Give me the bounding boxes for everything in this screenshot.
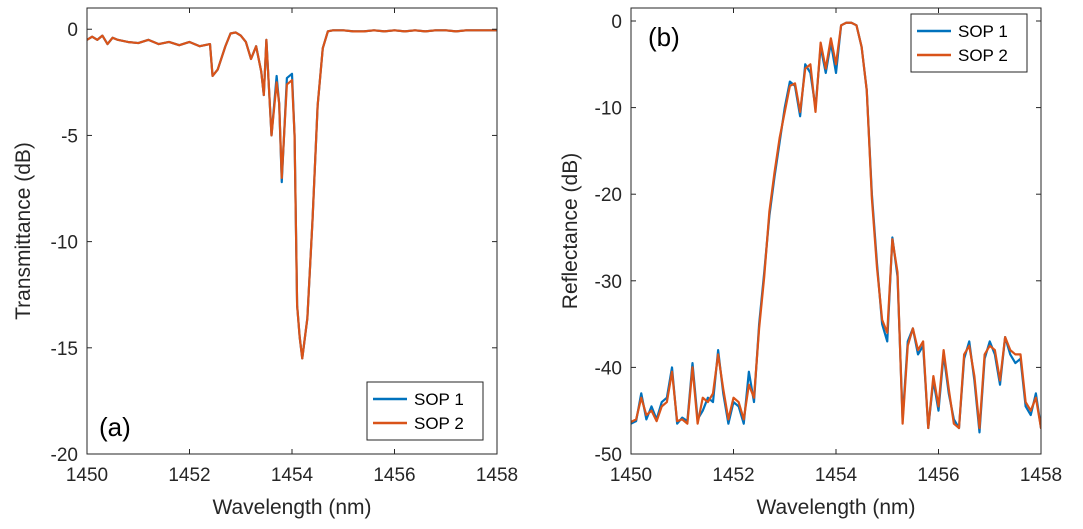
- y-tick-label: -15: [51, 339, 78, 360]
- x-axis-label: Wavelength (nm): [212, 496, 371, 519]
- y-tick-label: -30: [595, 272, 622, 293]
- y-axis-label: Transmittance (dB): [12, 142, 35, 320]
- x-tick-label: 1450: [610, 465, 652, 486]
- legend-entry: SOP 2: [414, 414, 464, 433]
- y-tick-label: -10: [595, 99, 622, 120]
- chart-panel-1: 1450 1452 1454 1456 1458 -20 -15 -10 -5 0 Waveleng…: [12, 7, 518, 519]
- y-tick-label: -10: [51, 233, 78, 254]
- y-tick-label: -20: [595, 185, 622, 206]
- legend-entry: SOP 2: [958, 46, 1008, 65]
- x-tick-label: 1456: [373, 465, 415, 486]
- x-tick-label: 1458: [1020, 465, 1062, 486]
- y-tick-label: -40: [595, 358, 622, 379]
- y-tick-label: -20: [51, 445, 78, 466]
- y-tick-label: -5: [61, 126, 78, 147]
- legend-box: [366, 381, 484, 441]
- x-tick-label: 1458: [476, 465, 518, 486]
- x-tick-label: 1456: [917, 465, 959, 486]
- y-axis-label: Reflectance (dB): [559, 153, 582, 309]
- panel-label: (a): [99, 412, 131, 442]
- plot-frame: [630, 7, 1042, 455]
- panel-label: (b): [648, 22, 680, 52]
- y-tick-label: 0: [67, 20, 78, 41]
- legend-entry: SOP 1: [414, 390, 464, 409]
- y-tick-label: 0: [611, 12, 622, 33]
- legend: SOP 1 SOP 2: [366, 381, 484, 441]
- legend-entry: SOP 1: [958, 22, 1008, 41]
- legend: SOP 1 SOP 2: [910, 13, 1028, 73]
- x-tick-label: 1452: [712, 465, 754, 486]
- y-tick-label: -50: [595, 445, 622, 466]
- x-tick-label: 1454: [815, 465, 858, 486]
- chart-panel-2: 1450 1452 1454 1456 1458 -50 -40 -30 -20 -10 0 Wave…: [559, 7, 1062, 519]
- x-tick-label: 1454: [271, 465, 314, 486]
- legend-box: [910, 13, 1028, 73]
- series-line-2: [631, 21, 1041, 430]
- x-tick-label: 1452: [168, 465, 210, 486]
- series-line-2: [87, 29, 497, 360]
- x-tick-label: 1450: [66, 465, 108, 486]
- x-axis-label: Wavelength (nm): [756, 496, 915, 519]
